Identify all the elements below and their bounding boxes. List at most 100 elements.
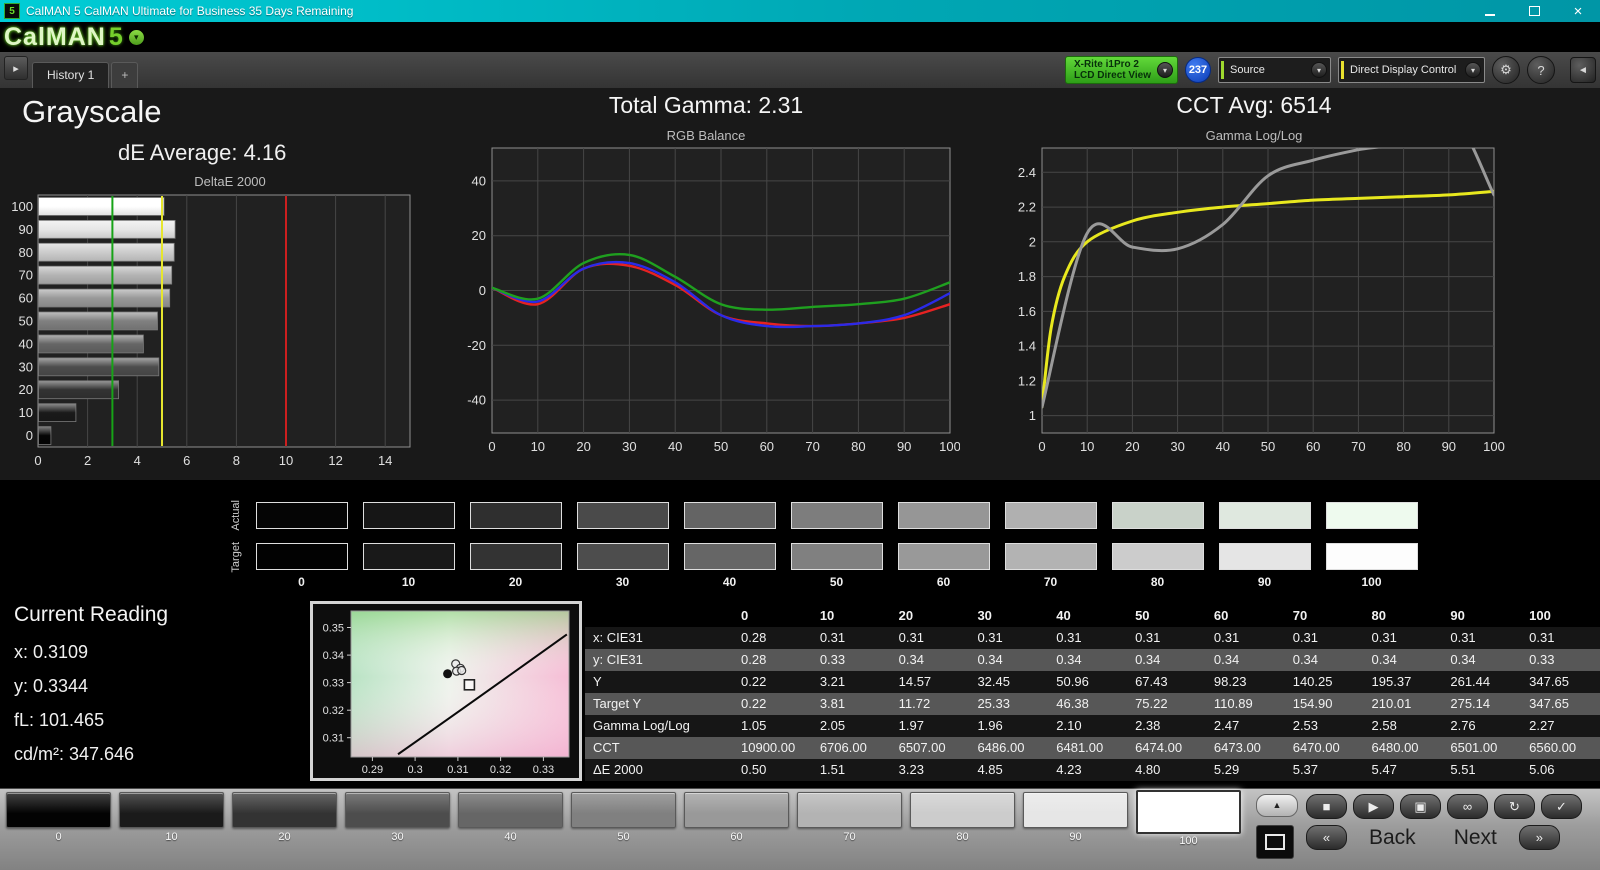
svg-text:1: 1 bbox=[1029, 408, 1036, 423]
minimize-button[interactable] bbox=[1468, 0, 1512, 22]
pattern-level-button-30[interactable] bbox=[345, 792, 450, 828]
svg-text:80: 80 bbox=[1396, 439, 1410, 454]
pattern-window-button[interactable] bbox=[1256, 825, 1294, 859]
pattern-level-button-50[interactable] bbox=[571, 792, 676, 828]
source-selector[interactable]: Source ▾ bbox=[1218, 57, 1331, 83]
pattern-level-50: 50 bbox=[567, 792, 680, 847]
svg-text:20: 20 bbox=[472, 228, 486, 243]
pattern-level-label-50: 50 bbox=[617, 831, 630, 843]
pattern-level-label-70: 70 bbox=[843, 831, 856, 843]
pattern-level-button-0[interactable] bbox=[6, 792, 111, 828]
restore-button[interactable] bbox=[1512, 0, 1556, 22]
pattern-level-label-80: 80 bbox=[956, 831, 969, 843]
skip-forward-button[interactable]: » bbox=[1518, 825, 1560, 850]
table-column-header: 70 bbox=[1292, 608, 1308, 623]
continuous-button[interactable]: ∞ bbox=[1447, 794, 1488, 819]
table-cell: 0.34 bbox=[1292, 652, 1319, 667]
tab-scroll-button[interactable]: ▸ bbox=[4, 56, 28, 80]
swatch-label-40: 40 bbox=[722, 575, 737, 589]
target-swatch-10 bbox=[362, 543, 455, 570]
svg-text:6: 6 bbox=[183, 453, 190, 468]
pattern-level-10: 10 bbox=[115, 792, 228, 847]
loop-button[interactable]: ↻ bbox=[1494, 794, 1535, 819]
tab-history-1[interactable]: History 1 bbox=[32, 62, 110, 88]
display-control-selector[interactable]: Direct Display Control ▾ bbox=[1338, 57, 1485, 83]
skip-back-button[interactable]: « bbox=[1306, 825, 1347, 850]
svg-text:-20: -20 bbox=[467, 338, 486, 353]
back-button[interactable]: Back bbox=[1369, 825, 1416, 849]
pattern-level-button-90[interactable] bbox=[1023, 792, 1128, 828]
pattern-level-button-10[interactable] bbox=[119, 792, 224, 828]
table-cell: 0.31 bbox=[1056, 630, 1082, 645]
svg-text:60: 60 bbox=[760, 439, 774, 454]
settings-gear-button[interactable]: ⚙ bbox=[1492, 56, 1520, 84]
table-cell: 2.47 bbox=[1213, 718, 1240, 733]
calman-logo[interactable]: CalMAN 5 ▾ bbox=[4, 23, 144, 52]
svg-text:100: 100 bbox=[939, 439, 960, 454]
table-cell: 0.22 bbox=[741, 696, 767, 711]
table-cell: 6473.00 bbox=[1213, 740, 1261, 755]
source-dropdown-icon[interactable]: ▾ bbox=[1311, 62, 1327, 78]
accept-button[interactable]: ✓ bbox=[1541, 794, 1582, 819]
table-cell: 6474.00 bbox=[1135, 740, 1183, 755]
table-cell: 2.10 bbox=[1056, 718, 1082, 733]
pattern-level-30: 30 bbox=[341, 792, 454, 847]
pause-button[interactable]: ▣ bbox=[1400, 794, 1441, 819]
reading-x: x: 0.3109 bbox=[14, 642, 89, 662]
table-cell: 0.50 bbox=[741, 762, 767, 777]
stop-button[interactable]: ■ bbox=[1306, 794, 1347, 819]
table-column-header: 50 bbox=[1135, 608, 1150, 623]
logo-dropdown-icon[interactable]: ▾ bbox=[128, 29, 144, 45]
pattern-level-button-100[interactable] bbox=[1136, 790, 1241, 834]
pattern-level-button-60[interactable] bbox=[684, 792, 789, 828]
charts-section: Grayscale dE Average: 4.16 Total Gamma: … bbox=[0, 88, 1600, 480]
svg-text:0.32: 0.32 bbox=[323, 705, 344, 717]
meter-selector[interactable]: X-Rite i1Pro 2 LCD Direct View ▾ bbox=[1064, 56, 1178, 84]
actual-swatch-80 bbox=[1111, 502, 1204, 529]
pattern-level-button-80[interactable] bbox=[910, 792, 1015, 828]
svg-text:2: 2 bbox=[1029, 234, 1036, 249]
table-cell: 0.34 bbox=[1056, 652, 1082, 667]
table-cell: 14.57 bbox=[898, 674, 932, 689]
svg-text:50: 50 bbox=[714, 439, 728, 454]
pattern-level-0: 0 bbox=[2, 792, 115, 847]
svg-text:0.32: 0.32 bbox=[490, 764, 511, 776]
table-cell: 4.85 bbox=[977, 762, 1003, 777]
source-label: Source bbox=[1230, 64, 1265, 76]
pattern-level-button-70[interactable] bbox=[797, 792, 902, 828]
play-button[interactable]: ▶ bbox=[1353, 794, 1394, 819]
table-cell: 4.23 bbox=[1056, 762, 1082, 777]
actual-row-label: Actual bbox=[230, 500, 242, 531]
table-column-header: 100 bbox=[1529, 608, 1551, 623]
eject-button[interactable]: ▲ bbox=[1256, 794, 1298, 817]
add-tab-button[interactable]: + bbox=[111, 62, 139, 88]
pattern-level-100: 100 bbox=[1132, 790, 1245, 847]
pattern-level-button-20[interactable] bbox=[232, 792, 337, 828]
pattern-level-label-20: 20 bbox=[278, 831, 291, 843]
next-button[interactable]: Next bbox=[1453, 825, 1497, 849]
meter-dropdown-icon[interactable]: ▾ bbox=[1157, 62, 1173, 78]
table-column-header: 60 bbox=[1213, 608, 1229, 623]
target-row-label: Target bbox=[230, 542, 242, 573]
table-cell: 2.58 bbox=[1371, 718, 1397, 733]
grayscale-ramp-strip: Actual Target 0 10 20 30 40 50 60 70 80 90 100 bbox=[0, 480, 1600, 595]
display-control-dropdown-icon[interactable]: ▾ bbox=[1465, 62, 1481, 78]
svg-text:1.6: 1.6 bbox=[1018, 304, 1036, 319]
table-cell: 50.96 bbox=[1056, 674, 1089, 689]
collapse-panel-button[interactable]: ◄ bbox=[1570, 57, 1596, 83]
svg-text:2.4: 2.4 bbox=[1018, 165, 1036, 180]
table-cell: 1.05 bbox=[741, 718, 767, 733]
close-button[interactable]: × bbox=[1573, 2, 1583, 20]
pattern-level-button-40[interactable] bbox=[458, 792, 563, 828]
svg-text:20: 20 bbox=[576, 439, 590, 454]
svg-text:80: 80 bbox=[19, 245, 33, 260]
svg-text:30: 30 bbox=[19, 359, 33, 374]
pattern-level-label-90: 90 bbox=[1069, 831, 1082, 843]
help-button[interactable]: ? bbox=[1527, 56, 1555, 84]
table-cell: 67.43 bbox=[1135, 674, 1168, 689]
svg-text:12: 12 bbox=[328, 453, 342, 468]
meter-reading-badge: 237 bbox=[1185, 57, 1211, 83]
table-cell: 347.65 bbox=[1529, 696, 1569, 711]
svg-text:0.31: 0.31 bbox=[447, 764, 468, 776]
